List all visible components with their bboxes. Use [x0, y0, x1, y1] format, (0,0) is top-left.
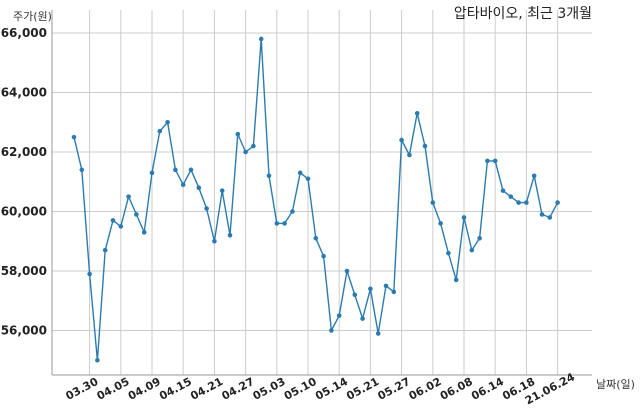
data-point	[282, 221, 287, 226]
data-point	[79, 167, 85, 173]
data-point	[492, 158, 498, 164]
data-point	[555, 200, 560, 205]
y-tick-label: 58,000	[1, 264, 47, 278]
data-point	[173, 167, 178, 173]
data-point	[266, 173, 272, 179]
data-point	[438, 221, 443, 226]
x-tick-label: 06.14	[469, 375, 506, 403]
data-point	[180, 182, 186, 188]
data-point	[399, 137, 404, 143]
y-tick-label: 60,000	[1, 205, 47, 219]
data-point	[102, 247, 108, 253]
data-point	[352, 292, 358, 298]
data-point	[212, 238, 217, 244]
data-point	[110, 218, 116, 223]
data-point	[141, 230, 147, 235]
data-point	[422, 143, 428, 149]
data-point	[485, 158, 490, 164]
data-point	[524, 200, 529, 205]
x-tick-label: 04.27	[220, 375, 257, 403]
data-point	[243, 149, 248, 155]
data-point	[134, 212, 139, 217]
x-tick-label: 04.09	[126, 375, 163, 403]
data-point	[414, 111, 420, 116]
data-point	[251, 143, 256, 149]
data-point	[118, 224, 124, 229]
data-point	[227, 233, 233, 238]
data-point	[446, 250, 451, 256]
x-tick-label: 04.21	[188, 375, 225, 403]
data-point	[383, 283, 389, 289]
data-point	[477, 235, 482, 241]
y-tick-label: 56,000	[1, 324, 47, 338]
series-line	[73, 38, 559, 361]
data-point	[165, 119, 170, 125]
x-tick-label: 05.27	[376, 375, 413, 403]
y-axis-label: 주가(원)	[13, 10, 52, 23]
x-tick-label: 05.14	[313, 375, 350, 403]
data-point	[430, 200, 436, 205]
x-tick-label: 05.21	[344, 375, 381, 403]
x-tick-label: 03.30	[64, 375, 101, 403]
y-tick-label: 66,000	[1, 26, 47, 40]
data-point	[290, 209, 295, 214]
data-point	[71, 134, 77, 140]
data-point	[149, 170, 155, 176]
data-point	[360, 316, 365, 321]
data-point	[95, 357, 100, 363]
x-tick-label: 04.05	[95, 375, 132, 403]
data-point	[321, 253, 326, 259]
x-tick-label: 05.10	[282, 375, 319, 403]
data-point	[305, 176, 311, 182]
data-point	[453, 277, 459, 283]
data-point	[204, 206, 209, 211]
x-tick-label: 05.03	[251, 375, 288, 403]
data-point	[461, 215, 467, 220]
data-point	[407, 152, 412, 158]
data-point	[157, 128, 163, 134]
y-tick-label: 64,000	[1, 86, 47, 100]
data-point	[126, 194, 131, 199]
data-point	[219, 188, 225, 193]
data-point	[508, 194, 514, 199]
data-point	[539, 212, 545, 217]
data-point	[329, 328, 334, 333]
y-tick-label: 62,000	[1, 145, 47, 159]
data-point	[274, 221, 280, 226]
x-axis-label: 날짜(일)	[596, 377, 635, 391]
data-point	[258, 36, 264, 42]
x-tick-label: 04.15	[157, 375, 194, 403]
data-point	[87, 271, 92, 277]
data-point	[516, 200, 521, 205]
data-point	[368, 286, 373, 292]
data-point	[297, 170, 303, 176]
data-point	[344, 268, 350, 274]
data-point	[313, 235, 319, 241]
data-point	[500, 188, 506, 193]
data-point	[375, 331, 381, 336]
data-point	[235, 131, 241, 137]
data-point	[196, 185, 202, 190]
data-point	[531, 173, 537, 179]
data-point	[391, 289, 397, 295]
x-tick-label: 06.08	[438, 375, 475, 403]
chart-title: 압타바이오, 최근 3개월	[454, 6, 592, 22]
data-point	[336, 313, 342, 318]
data-point	[469, 247, 475, 253]
x-tick-label: 06.02	[407, 375, 444, 403]
data-point	[188, 167, 194, 173]
data-point	[547, 215, 553, 220]
